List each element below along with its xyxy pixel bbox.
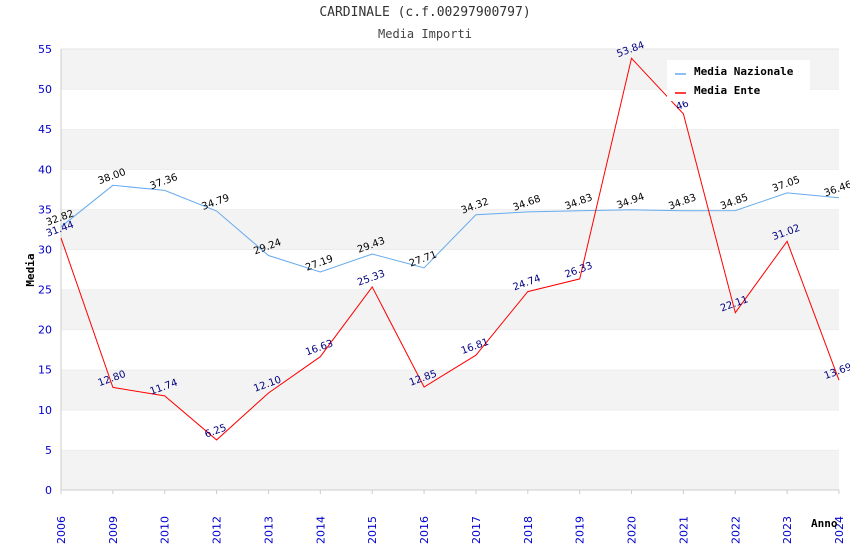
grid-band [61, 249, 839, 290]
y-tick-label: 45 [38, 123, 52, 136]
chart-subtitle: Media Importi [378, 27, 472, 41]
grid-band [61, 329, 839, 370]
x-tick-label: 2016 [418, 516, 431, 544]
y-tick-label: 10 [38, 404, 52, 417]
data-label-ente: 46 [675, 98, 691, 113]
y-axis-label: Media [24, 253, 37, 286]
series-lines [60, 57, 840, 441]
y-tick-label: 40 [38, 163, 52, 176]
y-tick-label: 5 [45, 444, 52, 457]
y-tick-label: 20 [38, 324, 52, 337]
x-tick-label: 2018 [522, 516, 535, 544]
grid-bands [61, 48, 839, 490]
series-line-media-ente [60, 57, 840, 441]
grid-band [61, 409, 839, 450]
x-tick-label: 2021 [677, 516, 690, 544]
y-tick-label: 25 [38, 284, 52, 297]
grid-band [61, 129, 839, 170]
y-tick-label: 35 [38, 203, 52, 216]
x-tick-label: 2006 [55, 516, 68, 544]
y-tick-label: 55 [38, 43, 52, 56]
grid-band [61, 369, 839, 410]
x-axis-label: Anno [811, 517, 838, 530]
x-tick-label: 2017 [470, 516, 483, 544]
grid-band [61, 449, 839, 490]
grid-band [61, 289, 839, 330]
legend-entry: Media Nazionale [694, 65, 794, 78]
x-tick-label: 2009 [107, 516, 120, 544]
x-tick-label: 2022 [729, 516, 742, 544]
x-tick-label: 2019 [574, 516, 587, 544]
y-ticks: 0 5 10 15 20 25 30 35 40 45 50 55 [38, 43, 52, 497]
x-tick-label: 2023 [781, 516, 794, 544]
x-tick-label: 2013 [262, 516, 275, 544]
grid-band [61, 169, 839, 210]
y-tick-label: 15 [38, 364, 52, 377]
x-tick-label: 2015 [366, 516, 379, 544]
y-tick-label: 50 [38, 83, 52, 96]
series-line-media-nazionale [60, 184, 840, 273]
x-ticks: 2006 2009 2010 2012 2013 2014 2015 2016 2017 2018… [55, 490, 846, 544]
x-tick-label: 2012 [211, 516, 224, 544]
axes [60, 49, 839, 491]
y-tick-label: 30 [38, 243, 52, 256]
legend-entry: Media Ente [694, 84, 761, 97]
y-tick-label: 0 [45, 484, 52, 497]
x-tick-label: 2010 [159, 516, 172, 544]
chart-title: CARDINALE (c.f.00297900797) [319, 5, 531, 20]
x-tick-label: 2014 [314, 516, 327, 544]
x-tick-label: 2020 [626, 516, 639, 544]
legend-box [667, 60, 810, 101]
x-tick-label: 2024 [833, 516, 846, 544]
legend: Media Nazionale Media Ente [667, 60, 810, 101]
grid-band [61, 209, 839, 250]
